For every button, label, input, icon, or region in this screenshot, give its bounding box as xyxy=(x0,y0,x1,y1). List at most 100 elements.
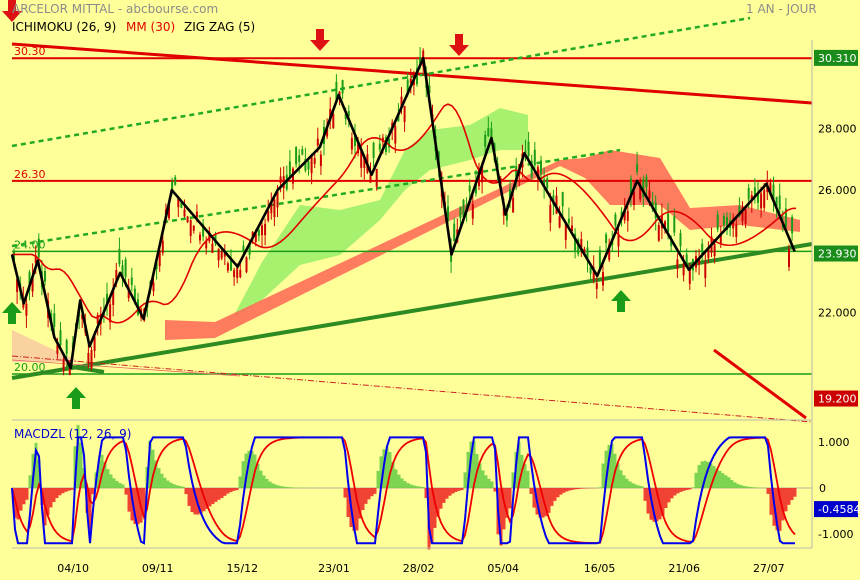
candle-body xyxy=(307,161,310,170)
macd-histogram-bar xyxy=(580,488,584,489)
macd-histogram-bar xyxy=(25,488,29,500)
candle-body xyxy=(416,68,418,85)
macd-histogram-bar xyxy=(724,475,728,488)
macd-histogram-bar xyxy=(667,488,671,503)
channel-upper-dotted xyxy=(11,148,621,248)
candle-body xyxy=(28,272,31,291)
macd-histogram-bar xyxy=(88,488,92,531)
candle-body xyxy=(719,232,722,244)
macd-histogram-bar xyxy=(721,473,725,488)
macd-histogram-bar xyxy=(679,488,683,492)
macd-histogram-bar xyxy=(385,447,389,488)
macd-histogram-bar xyxy=(460,488,464,491)
macd-histogram-bar xyxy=(637,485,641,488)
candle-body xyxy=(567,218,570,224)
candle-body xyxy=(118,249,121,265)
macd-histogram-bar xyxy=(655,488,659,522)
macd-histogram-bar xyxy=(388,452,392,488)
macd-histogram-bar xyxy=(175,485,179,488)
candle-body xyxy=(13,250,15,262)
candle-body xyxy=(189,220,192,236)
macd-histogram-bar xyxy=(634,484,638,488)
candle-body xyxy=(592,267,595,280)
macd-histogram-bar xyxy=(247,450,251,488)
candle-body xyxy=(707,248,710,259)
candle-body xyxy=(580,239,583,251)
candle-body xyxy=(738,205,741,217)
macd-histogram-bar xyxy=(70,488,74,490)
candle-body xyxy=(168,201,170,219)
macd-histogram-bar xyxy=(622,475,626,488)
candle-body xyxy=(471,204,474,219)
macd-line xyxy=(11,436,795,545)
candle-body xyxy=(571,225,573,232)
candle-body xyxy=(186,216,189,223)
candle-body xyxy=(447,206,449,222)
candle-body xyxy=(462,199,465,217)
mm-label: MM (30) xyxy=(126,20,176,34)
macd-histogram-bar xyxy=(106,469,110,488)
candle-body xyxy=(124,259,127,277)
macd-histogram-bar xyxy=(688,488,692,490)
candle-body xyxy=(65,340,68,354)
macd-histogram-bar xyxy=(598,487,602,488)
macd-histogram-bar xyxy=(523,464,527,488)
macd-histogram-bar xyxy=(529,488,533,494)
macd-histogram-bar xyxy=(256,463,260,488)
candle-body xyxy=(626,211,629,221)
candle-body xyxy=(788,249,790,267)
macd-histogram-bar xyxy=(418,486,422,488)
thin-red-line xyxy=(11,359,241,377)
macd-histogram-bar xyxy=(481,470,485,488)
macd-histogram-bar xyxy=(79,442,83,488)
macd-histogram-bar xyxy=(424,488,428,499)
macd-signal-line xyxy=(11,436,796,544)
candle-body xyxy=(276,191,279,208)
macd-histogram-bar xyxy=(187,488,191,506)
ichimoku-cloud-bearish xyxy=(165,150,800,340)
candle-body xyxy=(25,303,28,316)
macd-histogram-bar xyxy=(241,461,245,488)
macd-histogram-bar xyxy=(235,488,239,491)
macd-histogram-bar xyxy=(733,482,737,488)
macd-histogram-bar xyxy=(565,488,569,492)
macd-histogram-bar xyxy=(76,424,80,488)
candle-body xyxy=(549,204,552,223)
macd-histogram-bar xyxy=(244,453,248,488)
macd-histogram-bar xyxy=(547,488,551,513)
candle-body xyxy=(155,262,158,269)
macd-histogram-bar xyxy=(556,488,560,498)
candle-body xyxy=(31,275,34,292)
macd-histogram-bar xyxy=(571,488,575,490)
last-price-tag-box xyxy=(814,245,858,262)
candle-body xyxy=(208,231,211,242)
macd-histogram-bar xyxy=(343,488,347,498)
macd-histogram-bar xyxy=(706,461,710,488)
candle-body xyxy=(239,270,242,278)
macd-histogram-bar xyxy=(64,488,68,492)
macd-histogram-bar xyxy=(505,488,509,518)
channel-top-dotted xyxy=(11,16,751,148)
candle-body xyxy=(487,128,490,137)
candle-body xyxy=(657,225,660,241)
macd-histogram-bar xyxy=(703,460,707,488)
candle-body xyxy=(673,216,676,233)
macd-histogram-bar xyxy=(559,488,563,495)
macd-histogram-bar xyxy=(490,481,494,488)
candle-body xyxy=(214,233,217,244)
macd-histogram-bar xyxy=(211,488,215,505)
price-panel: 30.30 26.30 24.00 20.00 xyxy=(2,0,813,423)
macd-histogram-bar xyxy=(367,488,371,500)
macd-histogram-bar xyxy=(430,488,434,544)
candle-body xyxy=(409,78,412,84)
macd-histogram-bar xyxy=(415,486,419,488)
macd-histogram-bar xyxy=(715,468,719,488)
candle-body xyxy=(360,150,363,168)
y-tick-label: 22.000 xyxy=(818,307,857,320)
macd-histogram-bar xyxy=(448,488,452,496)
candle-body xyxy=(722,215,725,226)
macd-histogram-bar xyxy=(616,463,620,488)
high-price-tag: 30.310 xyxy=(818,52,857,65)
candle-body xyxy=(378,143,381,150)
candle-body xyxy=(468,185,471,192)
